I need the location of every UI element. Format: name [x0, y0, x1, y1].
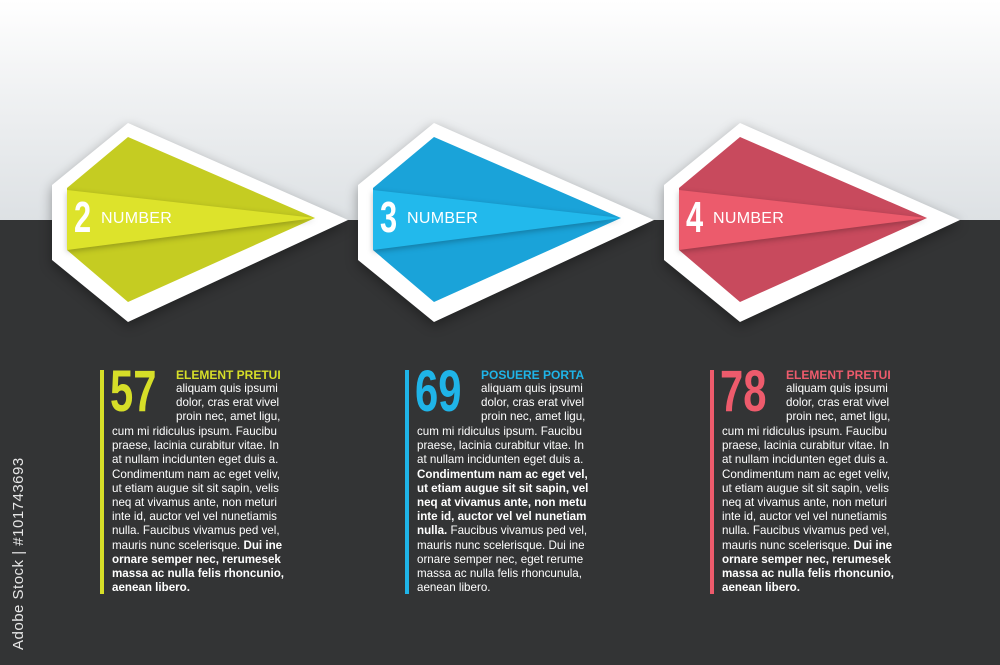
- text-line: proin nec, amet ligu,: [176, 410, 281, 424]
- text-line: mauris nunc scelerisque. Dui ine: [417, 538, 585, 552]
- stat-title: ELEMENT PRETUI: [176, 368, 281, 382]
- arrow-badge-shape: [52, 123, 348, 322]
- badge-number: 3: [380, 193, 398, 242]
- text-line: ut etiam augue sit sit sapin, velis: [112, 481, 279, 495]
- badge-center-band: [373, 190, 621, 250]
- text-line: ornare semper nec, rerumesek: [112, 552, 281, 566]
- badge-label: NUMBER: [713, 210, 785, 227]
- stat-body: cum mi ridiculus ipsum. Faucibu praese, l…: [722, 425, 894, 595]
- arrow-badge-3: 3 NUMBER: [346, 110, 666, 330]
- stat-column-3: 78 ELEMENT PRETUI aliquam quis ipsumi dol…: [710, 362, 910, 595]
- text-line: inte id, auctor vel vel nunetiamis: [722, 510, 887, 524]
- text-line: nulla. Faucibus vivamus ped vel,: [112, 524, 280, 538]
- stat-body: cum mi ridiculus ipsum. Faucibu praese, l…: [417, 425, 588, 595]
- text-line: mauris nunc scelerisque. Dui ine: [112, 538, 283, 552]
- text-line: Condimentum nam ac eget vel,: [417, 467, 588, 481]
- stat-title: POSUERE PORTA: [481, 368, 585, 382]
- text-line: Condimentum nam ac eget veliv,: [722, 467, 890, 481]
- arrow-badge-2: 2 NUMBER: [40, 110, 360, 330]
- text-line: mauris nunc scelerisque. Dui ine: [722, 538, 893, 552]
- text-line: aliquam quis ipsumi: [786, 382, 888, 395]
- stat-column-2: 69 POSUERE PORTA aliquam quis ipsumi dolo…: [405, 362, 605, 595]
- text-line: nulla. Faucibus vivamus ped vel,: [722, 524, 890, 538]
- stat-value: 69: [415, 359, 462, 424]
- text-line: massa ac nulla felis rhoncunula,: [417, 566, 582, 580]
- text-line: Condimentum nam ac eget veliv,: [112, 467, 280, 481]
- stat-value: 78: [720, 359, 767, 424]
- badge-number: 4: [686, 193, 704, 242]
- text-line: inte id, auctor vel vel nunetiamis: [112, 510, 277, 524]
- text-line: ut etiam augue sit sit sapin, vel: [417, 481, 589, 495]
- stat-column-1: 57 ELEMENT PRETUI aliquam quis ipsumi dol…: [100, 362, 300, 595]
- text-line: ornare semper nec, rerumesek: [722, 552, 891, 566]
- text-line: cum mi ridiculus ipsum. Faucibu: [112, 425, 277, 438]
- text-line: massa ac nulla felis rhoncunio,: [112, 566, 285, 580]
- text-line: neq at vivamus ante, non metu: [417, 495, 587, 509]
- stat-intro: aliquam quis ipsumi dolor, cras erat vive…: [176, 382, 280, 425]
- text-line: dolor, cras erat vivel: [176, 396, 280, 410]
- badge-label: NUMBER: [407, 210, 479, 227]
- accent-bar: [405, 370, 409, 594]
- text-line: praese, lacinia curabitur vitae. In: [112, 439, 279, 453]
- text-line: cum mi ridiculus ipsum. Faucibu: [417, 425, 582, 438]
- stat-title: ELEMENT PRETUI: [786, 368, 891, 382]
- text-line: aenean libero.: [722, 581, 800, 595]
- text-line: nulla. Faucibus vivamus ped vel,: [417, 524, 588, 538]
- stat-intro: aliquam quis ipsumi dolor, cras erat vive…: [481, 382, 585, 425]
- stat-value: 57: [110, 359, 157, 424]
- text-line: at nullam incidunten eget duis a.: [417, 453, 584, 467]
- badge-center-band: [679, 190, 927, 250]
- text-line: inte id, auctor vel vel nunetiam: [417, 510, 587, 524]
- text-line: aenean libero.: [112, 581, 190, 595]
- text-line: at nullam incidunten eget duis a.: [112, 453, 279, 467]
- arrow-badge-4: 4 NUMBER: [652, 110, 972, 330]
- text-line: dolor, cras erat vivel: [481, 396, 585, 410]
- accent-bar: [100, 370, 104, 594]
- stat-intro: aliquam quis ipsumi dolor, cras erat vive…: [786, 382, 890, 425]
- stock-id-label: Adobe Stock | #101743693: [10, 457, 27, 650]
- arrow-badge-shape: [358, 123, 654, 322]
- text-line: massa ac nulla felis rhoncunio,: [722, 566, 895, 580]
- text-line: praese, lacinia curabitur vitae. In: [722, 439, 889, 453]
- accent-bar: [710, 370, 714, 594]
- badge-center-band: [67, 190, 315, 250]
- text-line: praese, lacinia curabitur vitae. In: [417, 439, 584, 453]
- stat-body: cum mi ridiculus ipsum. Faucibu praese, l…: [112, 425, 284, 595]
- text-line: neq at vivamus ante, non meturi: [112, 495, 277, 509]
- text-line: neq at vivamus ante, non meturi: [722, 495, 887, 509]
- text-line: at nullam incidunten eget duis a.: [722, 453, 889, 467]
- text-line: ornare semper nec, eget rerume: [417, 552, 584, 566]
- text-line: cum mi ridiculus ipsum. Faucibu: [722, 425, 887, 438]
- text-line: proin nec, amet ligu,: [481, 410, 586, 424]
- arrow-badge-shape: [664, 123, 960, 322]
- text-line: aliquam quis ipsumi: [481, 382, 583, 395]
- text-line: dolor, cras erat vivel: [786, 396, 890, 410]
- badge-label: NUMBER: [101, 210, 173, 227]
- text-line: proin nec, amet ligu,: [786, 410, 891, 424]
- text-line: aliquam quis ipsumi: [176, 382, 278, 395]
- text-line: ut etiam augue sit sit sapin, velis: [722, 481, 889, 495]
- text-line: aenean libero.: [417, 581, 491, 595]
- badge-number: 2: [74, 193, 92, 242]
